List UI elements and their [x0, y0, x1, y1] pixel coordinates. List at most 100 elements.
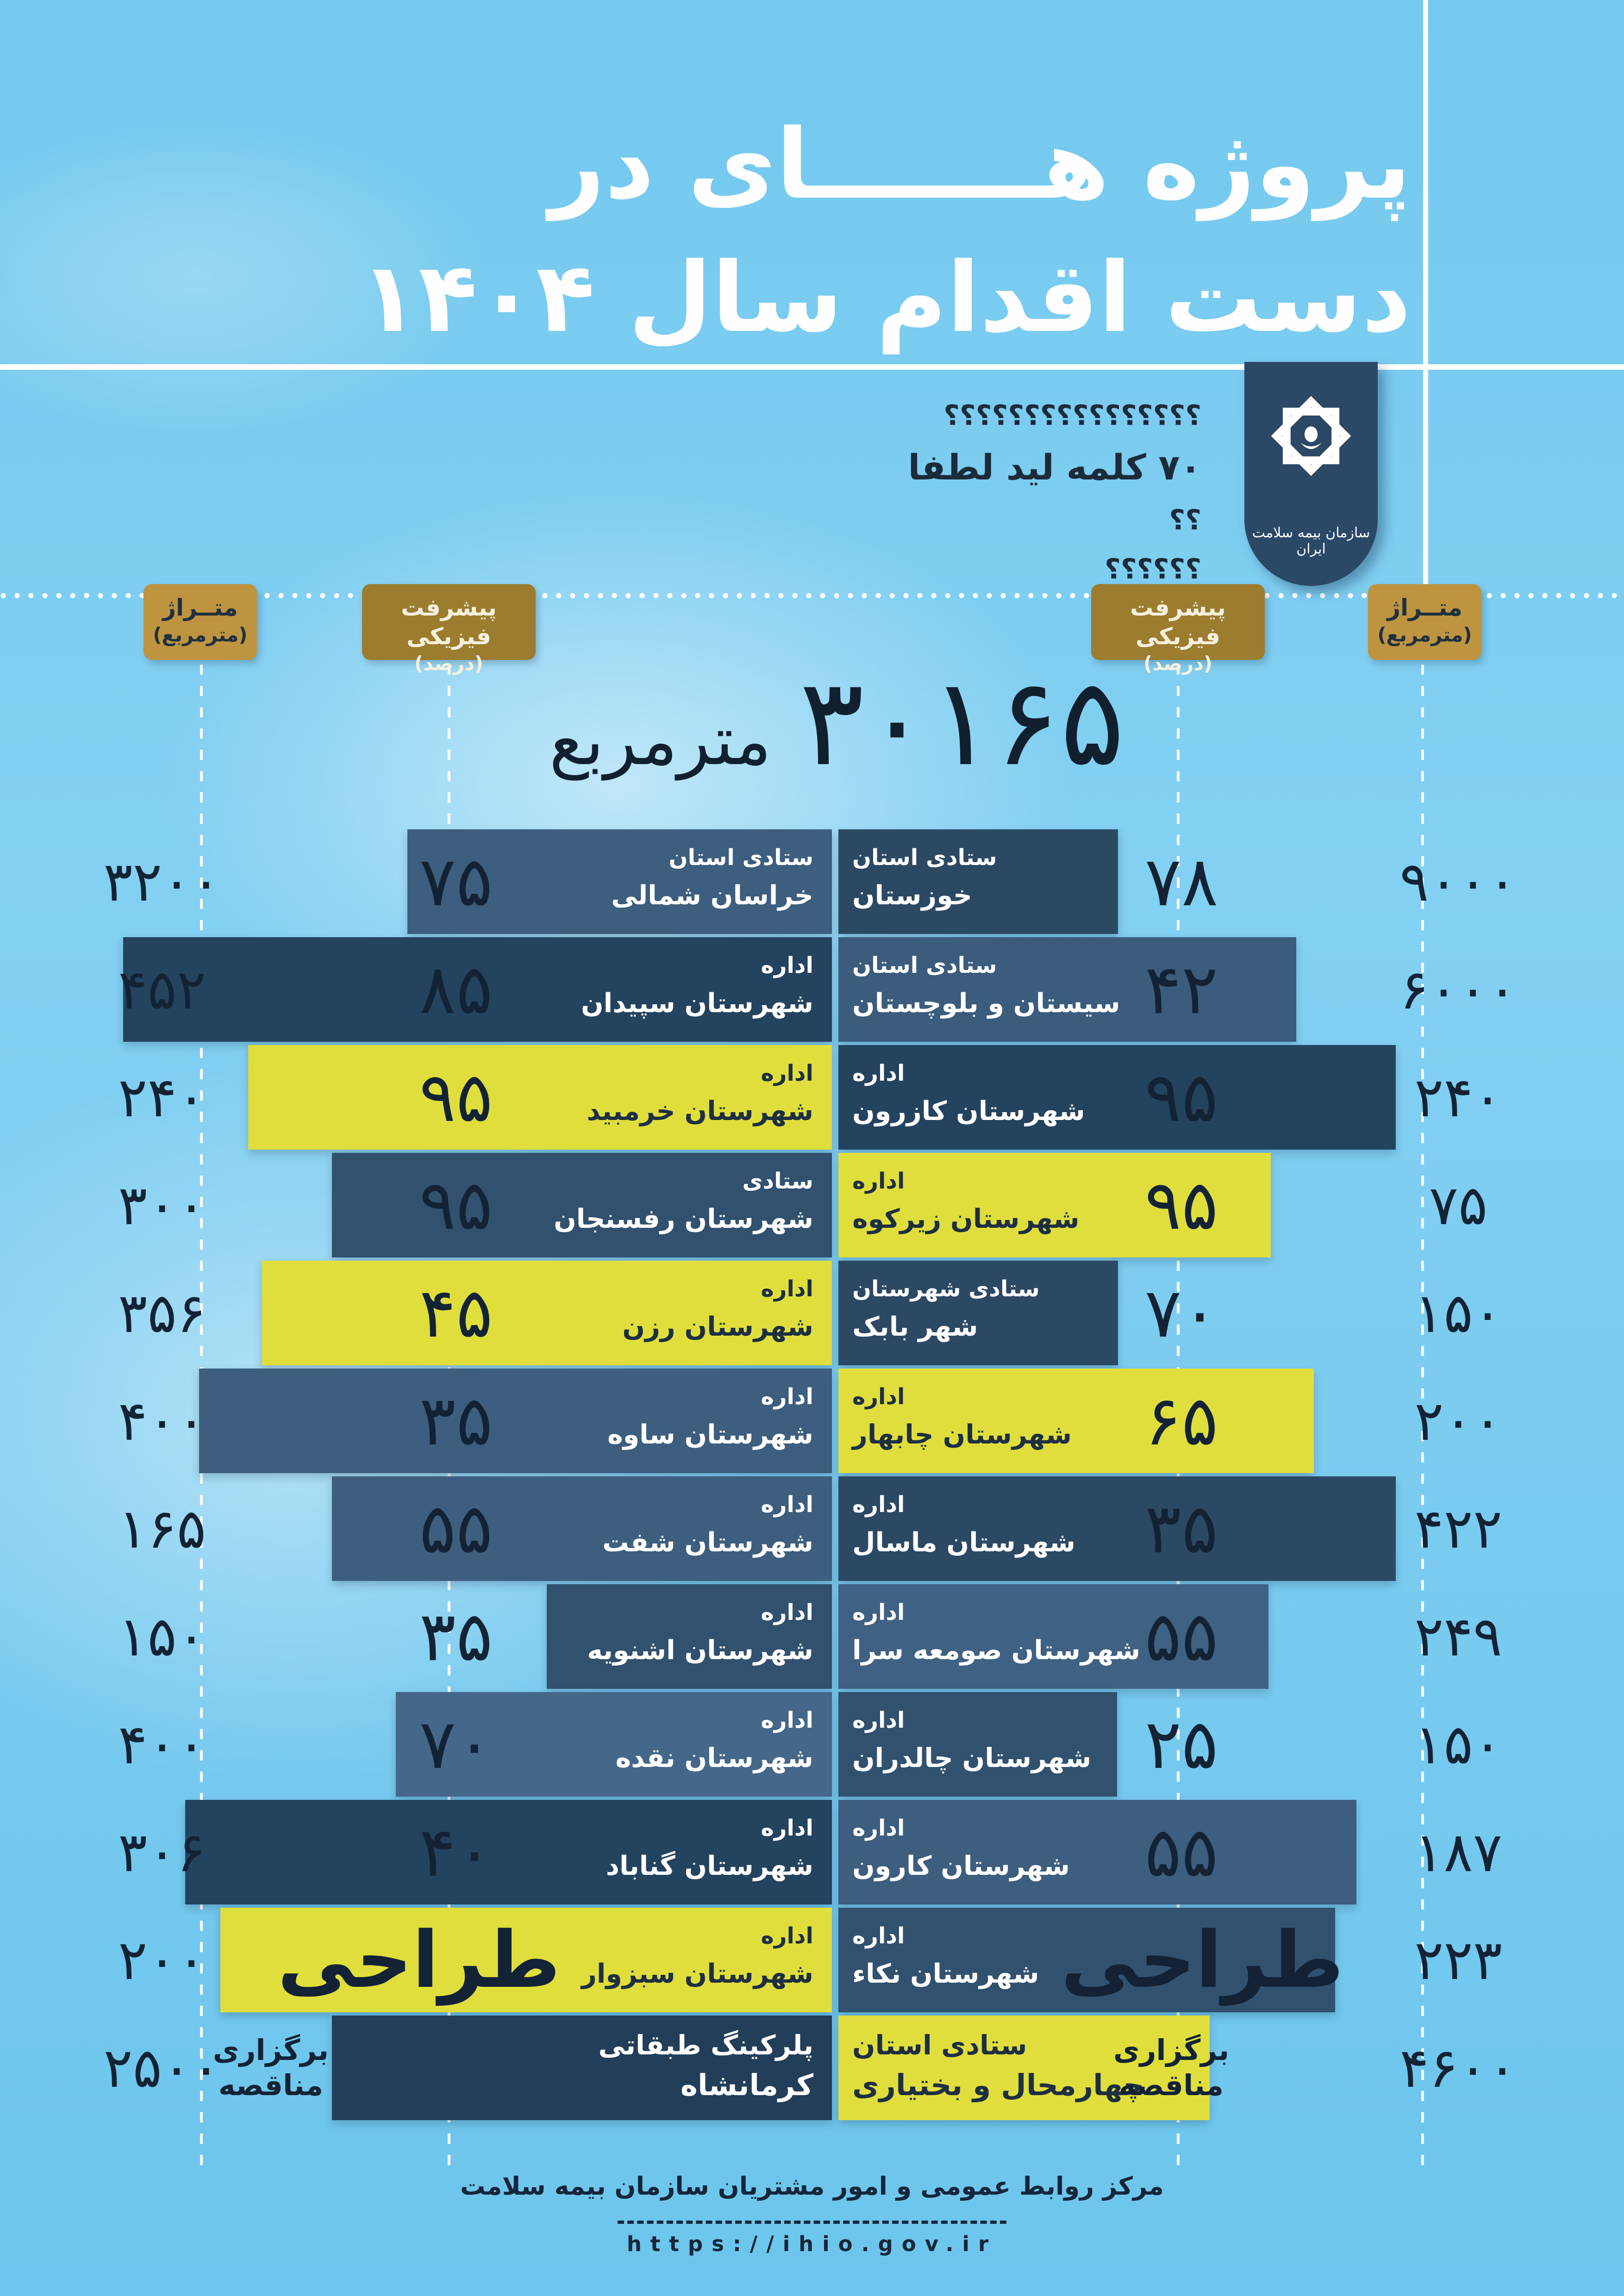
total-area: ۳۰۱۶۵ مترمربع: [549, 652, 1128, 793]
area-value: ۴۰۰: [118, 1712, 208, 1776]
bar-left: [123, 937, 832, 1042]
bar-left: [185, 1800, 832, 1904]
area-value: ۶۰۰۰: [1399, 958, 1519, 1021]
bar-right: [838, 1800, 1356, 1904]
progress-value: ۷۰: [419, 1705, 495, 1784]
lead-text-block: ؟؟؟؟؟؟؟؟؟؟؟؟؟؟؟؟ ۷۰ کلمه لید لطفا ؟؟ ؟؟؟…: [908, 392, 1201, 593]
project-place: شهرستان کازرون: [852, 1096, 1085, 1126]
bar-left: [199, 1369, 832, 1473]
project-category: اداره: [761, 952, 813, 978]
progress-value: ۵۵: [1144, 1812, 1220, 1892]
vertical-divider-line: [1423, 0, 1428, 586]
progress-value: ۷۸: [1144, 842, 1220, 921]
header-badge-area-left: متــراژ (مترمربع): [144, 584, 257, 660]
project-place: شهرستان ساوه: [607, 1419, 813, 1450]
progress-value: ۹۵: [419, 1058, 495, 1137]
progress-value: ۴۰: [419, 1812, 495, 1892]
bar-left: [332, 2016, 832, 2120]
area-value: ۴۶۰۰: [1399, 2036, 1519, 2100]
bar-left: [248, 1045, 832, 1150]
header-badge-progress-right: پیشرفت فیزیکی (درصد): [1091, 584, 1265, 675]
area-value: ۱۵۰: [1414, 1281, 1504, 1345]
project-place: شهرستان صومعه سرا: [852, 1635, 1141, 1666]
bar-left: [547, 1584, 832, 1689]
project-name: اداره شهرستان شفت: [374, 1487, 813, 1562]
bar-left: [396, 1692, 832, 1797]
lead-line-2: ۷۰ کلمه لید لطفا: [908, 447, 1201, 488]
header-badge-progress-left: پیشرفت فیزیکی (درصد): [362, 584, 536, 675]
project-category: ستادی استان: [852, 2029, 1027, 2061]
header-progress-label: پیشرفت فیزیکی: [1130, 594, 1226, 650]
project-category: اداره: [852, 1815, 905, 1841]
area-value: ۱۵۰: [118, 1605, 208, 1668]
bar-right: [838, 937, 1296, 1042]
area-value: ۲۵۰۰: [103, 2036, 223, 2100]
project-name: ستادی استان سیستان و بلوچستان: [852, 947, 1292, 1023]
header-progress-unit: (درصد): [414, 652, 483, 675]
project-name: اداره شهرستان نکاء: [852, 1918, 1292, 1994]
bar-right: [838, 1153, 1271, 1257]
area-value: ۲۴۹: [1414, 1605, 1504, 1668]
header-area-label: متــراژ: [1387, 594, 1462, 621]
project-place: شهر بابک: [852, 1312, 978, 1342]
area-value: ۱۶۵: [118, 1497, 208, 1561]
project-name: اداره شهرستان چابهار: [852, 1379, 1292, 1455]
project-category: ستادی استان: [852, 952, 997, 978]
project-place: شهرستان رزن: [622, 1312, 813, 1342]
project-category: اداره: [761, 1060, 813, 1086]
progress-value: ۴۲: [1144, 950, 1220, 1029]
project-category: اداره: [852, 1923, 905, 1949]
project-name: اداره شهرستان اشنویه: [374, 1594, 813, 1670]
project-place: کرمانشاه: [680, 2068, 813, 2102]
project-name: اداره شهرستان سپیدان: [374, 947, 813, 1023]
bar-left: [332, 1476, 832, 1581]
project-category: ستادی: [742, 1168, 813, 1194]
header-area-unit: (مترمربع): [153, 623, 248, 646]
progress-value: ۶۵: [1144, 1381, 1220, 1461]
bar-left: [262, 1261, 832, 1365]
header-area-label: متــراژ: [162, 594, 238, 621]
project-name: اداره شهرستان صومعه سرا: [852, 1594, 1292, 1670]
project-place: شهرستان سپیدان: [581, 988, 813, 1019]
project-category: ستادی شهرستان: [852, 1276, 1040, 1302]
area-value: ۲۴۰: [118, 1065, 208, 1129]
project-category: اداره: [852, 1599, 905, 1625]
project-name: اداره شهرستان چالدران: [852, 1702, 1292, 1778]
lead-line-3: ؟؟: [1169, 504, 1201, 536]
project-place: شهرستان نقده: [615, 1743, 813, 1773]
progress-value: ۹۵: [1144, 1058, 1220, 1137]
project-name: ستادی استان خوزستان: [852, 840, 1292, 915]
project-place: شهرستان خرمبید: [587, 1096, 813, 1126]
footer-credit: مرکز روابط عمومی و امور مشتریان سازمان ب…: [460, 2172, 1164, 2201]
progress-value: ۲۵: [1144, 1705, 1220, 1784]
bar-right: [838, 1692, 1117, 1797]
project-category: اداره: [761, 1707, 813, 1733]
project-name: ستادی استان خراسان شمالی: [374, 840, 813, 915]
logo-org-name: سازمان بیمه سلامت ایران: [1252, 525, 1370, 557]
project-place: شهرستان شفت: [602, 1527, 813, 1558]
area-value: ۲۴۰: [1414, 1065, 1504, 1129]
progress-value: ۳۵: [419, 1597, 495, 1676]
area-value: ۴۰۰: [118, 1389, 208, 1453]
project-category: پلرکینگ طبقاتی: [598, 2029, 813, 2061]
bar-right: [838, 1045, 1396, 1150]
project-place: شهرستان نکاء: [852, 1959, 1039, 1989]
area-value: ۲۲۳: [1414, 1928, 1504, 1992]
project-name: اداره شهرستان نقده: [374, 1702, 813, 1778]
project-category: اداره: [852, 1707, 905, 1733]
area-value: ۴۲۲: [1414, 1497, 1504, 1561]
dashed-guide-area-right: [1421, 665, 1424, 2169]
progress-value: طراحی: [277, 1915, 561, 2005]
progress-value: ۵۵: [1144, 1597, 1220, 1676]
project-place: شهرستان اشنویه: [587, 1635, 813, 1666]
project-place: شهرستان ماسال: [852, 1527, 1075, 1558]
project-name: اداره شهرستان کازرون: [852, 1055, 1292, 1131]
project-name: اداره شهرستان رزن: [374, 1271, 813, 1347]
page-title-line1: پروژه هـــــــای در: [549, 109, 1411, 221]
project-category: ستادی استان: [668, 845, 813, 871]
bar-right: [838, 1908, 1335, 2012]
horizontal-divider-line: [0, 364, 1624, 370]
project-place: شهرستان سبزوار: [581, 1959, 813, 1989]
progress-value: طراحی: [1061, 1915, 1344, 2005]
progress-value: ۳۵: [419, 1381, 495, 1461]
